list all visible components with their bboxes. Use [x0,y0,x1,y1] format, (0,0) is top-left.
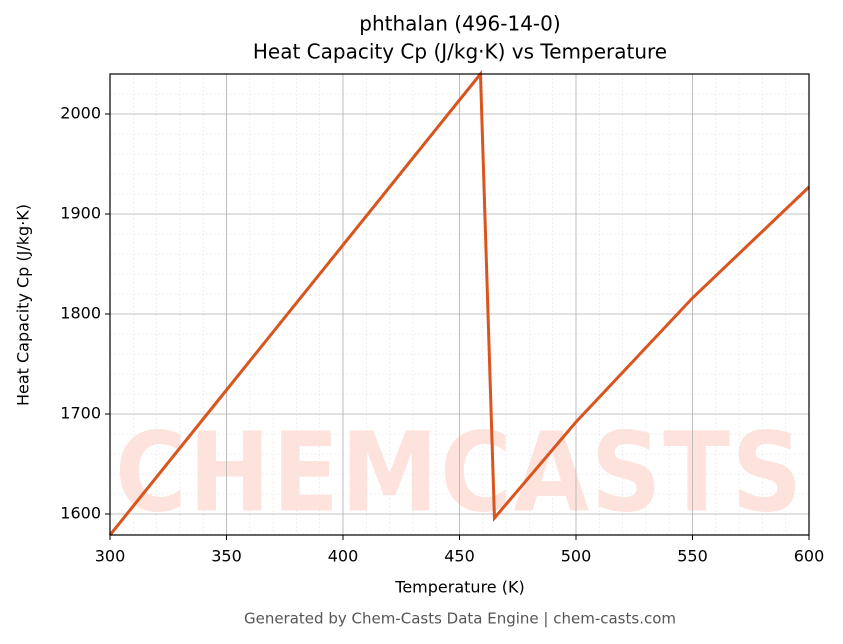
x-tick-label: 300 [95,547,126,566]
y-tick-label: 2000 [60,104,101,123]
watermark: CHEMCASTS [115,408,804,536]
chart-subtitle: Heat Capacity Cp (J/kg·K) vs Temperature [253,40,667,64]
x-tick-label: 500 [561,547,592,566]
y-tick-label: 1800 [60,304,101,323]
chart-title: phthalan (496-14-0) [359,12,560,36]
x-tick-label: 550 [677,547,708,566]
x-tick-label: 400 [328,547,359,566]
x-tick-label: 600 [794,547,825,566]
plot-frame [109,73,810,536]
footer: Generated by Chem-Casts Data Engine | ch… [244,610,676,628]
x-axis-label: Temperature (K) [394,578,524,597]
y-tick-label: 1900 [60,204,101,223]
y-axis-label: Heat Capacity Cp (J/kg·K) [14,204,33,406]
y-tick-label: 1700 [60,404,101,423]
y-tick-label: 1600 [60,504,101,523]
x-tick-label: 450 [444,547,475,566]
x-tick-label: 350 [211,547,242,566]
